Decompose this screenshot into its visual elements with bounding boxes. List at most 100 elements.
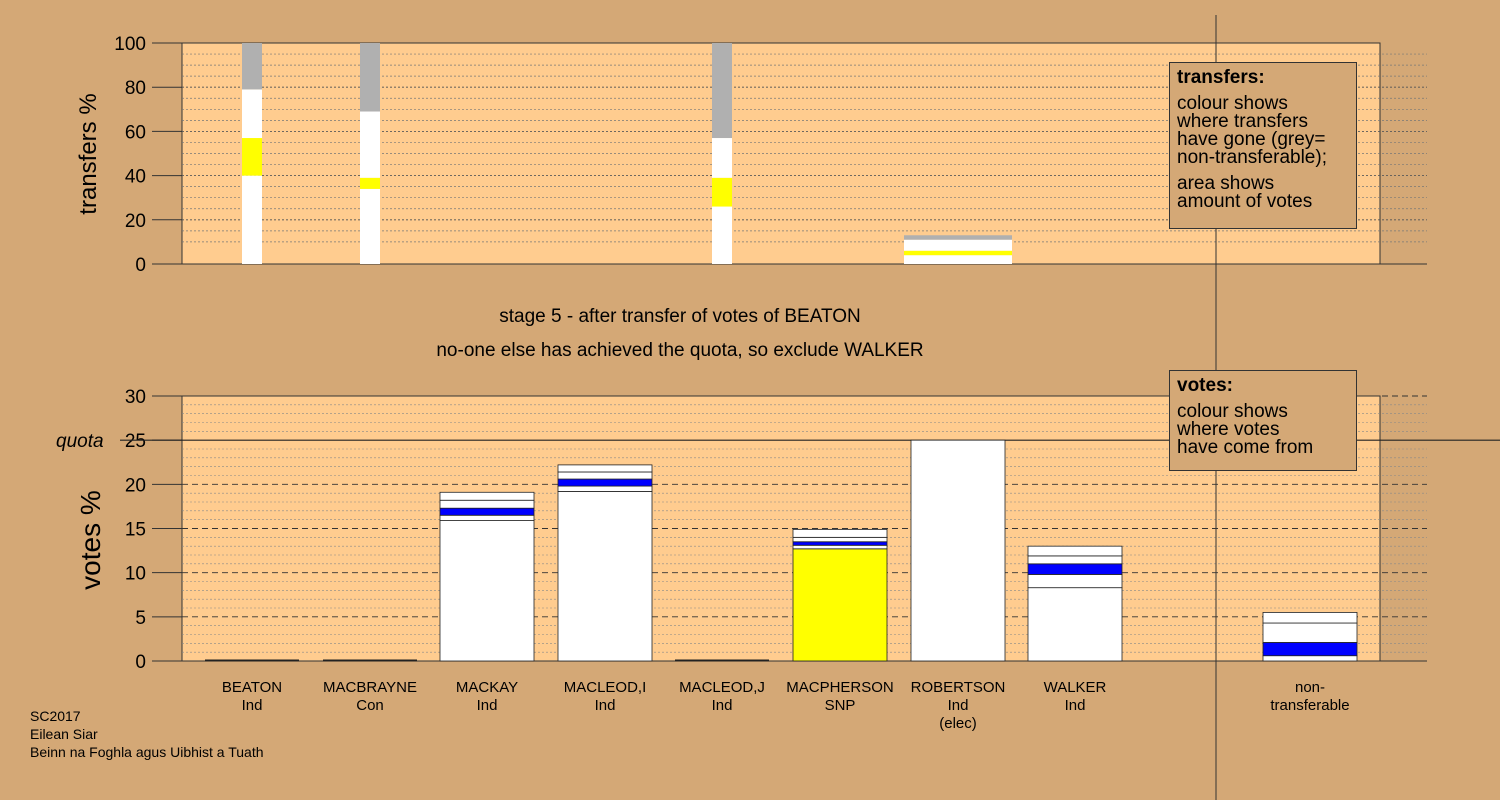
category-label-line: Con [356,697,384,714]
category-label-line: Ind [241,697,263,714]
vote-segment-macleod-i [557,490,653,662]
category-label-line: Ind [476,697,498,714]
category-label-line: (elec) [939,715,977,732]
category-label-line: MACPHERSON [786,679,894,696]
category-label-mackay: MACKAY Ind [427,679,547,715]
category-label-line: Ind [594,697,616,714]
vote-segment-walker [1027,563,1123,575]
votes-tick-label: 0 [135,652,146,673]
transfer-segment-beaton [242,43,262,90]
vote-segment-macleod-i [557,471,653,480]
transfer-segment-macbrayne [360,43,380,112]
vote-segment-non-transferable [1262,642,1358,657]
vote-segment-macpherson [792,548,888,662]
transfers-legend-line: colour shows [1177,93,1288,114]
transfers-legend-line: have gone (grey= [1177,129,1326,150]
category-label-non-transferable: non-transferable [1250,679,1370,715]
transfers-axis-label: transfers % [75,93,102,214]
category-label-line: MACLEOD,J [679,679,765,696]
transfer-segment-macleod-j [712,43,732,139]
vote-segment-mackay [439,507,535,516]
transfer-segment-robertson [904,255,1012,264]
category-label-line: MACKAY [455,679,519,696]
transfers-legend-line: non-transferable); [1177,147,1327,168]
category-label-walker: WALKER Ind [1015,679,1135,715]
transfer-segment-macleod-j [712,177,732,207]
category-label-robertson: ROBERTSON Ind (elec) [898,679,1018,733]
vote-segment-macpherson [792,528,888,538]
vote-segment-robertson [910,439,1006,662]
transfers-legend-line: amount of votes [1177,191,1313,212]
vote-segment-macleod-i [557,464,653,473]
transfers-legend-title: transfers: [1177,67,1265,88]
category-label-line: BEATON [221,679,283,696]
transfers-legend: transfers: colour shows where transfers … [1169,62,1357,229]
votes-tick-label: 20 [125,475,146,496]
category-label-macpherson: MACPHERSON SNP [780,679,900,715]
vote-segment-non-transferable [1262,622,1358,643]
category-label-macleod-i: MACLEOD,I Ind [545,679,665,715]
votes-axis-label: votes % [75,490,106,590]
votes-legend-line: where votes [1177,419,1280,440]
exclusion-note: no-one else has achieved the quota, so e… [436,340,924,361]
vote-segment-mackay [439,520,535,662]
votes-tick-label: 5 [135,608,146,629]
transfer-segment-robertson [904,239,1012,251]
category-label-line: transferable [1270,697,1350,714]
category-label-line: ROBERTSON [910,679,1006,696]
transfer-segment-macbrayne [360,177,380,189]
category-label-line: Ind [711,697,733,714]
category-label-macbrayne: MACBRAYNE Con [310,679,430,715]
vote-segment-macpherson [792,536,888,543]
vote-segment-macpherson [792,544,888,550]
vote-segment-macpherson [792,541,888,546]
transfer-segment-macbrayne [360,111,380,178]
transfer-segment-macleod-j [712,206,732,264]
source-line: Beinn na Foghla agus Uibhist a Tuath [30,744,264,760]
vote-segment-walker [1027,587,1123,662]
category-label-line: MACBRAYNE [323,679,417,696]
category-label-beaton: BEATON Ind [192,679,312,715]
transfers-legend-line: where transfers [1177,111,1308,132]
stage-caption: stage 5 - after transfer of votes of BEA… [499,306,861,327]
transfers-legend-line: area shows [1177,173,1275,194]
category-label-line: Ind [947,697,969,714]
vote-segment-mackay [439,499,535,509]
vote-segment-mackay [439,514,535,521]
vote-segment-walker [1027,574,1123,589]
votes-legend-line: colour shows [1177,401,1288,422]
transfers-tick-label: 0 [135,255,146,276]
vote-segment-macleod-i [557,485,653,492]
source-line: SC2017 [30,708,81,724]
category-label-line: MACLEOD,I [563,679,647,696]
source-notes: SC2017 Eilean Siar Beinn na Foghla agus … [30,707,264,761]
category-label-line: non- [1294,679,1326,696]
votes-legend: votes: colour shows where votes have com… [1169,370,1357,471]
transfers-tick-label: 40 [125,167,146,188]
transfer-segment-beaton [242,89,262,139]
vote-segment-mackay [439,491,535,501]
vote-segment-walker [1027,555,1123,565]
transfer-segment-robertson [904,235,1012,240]
transfer-segment-beaton [242,138,262,176]
category-label-line: WALKER [1043,679,1107,696]
transfers-tick-label: 20 [125,211,146,232]
vote-segment-non-transferable [1262,612,1358,624]
transfer-segment-macbrayne [360,188,380,264]
transfers-tick-label: 60 [125,122,146,143]
votes-tick-label: 15 [125,520,146,541]
transfer-segment-robertson [904,250,1012,256]
transfers-tick-label: 80 [125,78,146,99]
category-label-macleod-j: MACLEOD,J Ind [662,679,782,715]
category-label-line: Ind [1064,697,1086,714]
quota-label: quota [56,431,104,452]
transfer-segment-macleod-j [712,138,732,178]
vote-segment-walker [1027,545,1123,557]
votes-tick-label: 25 [125,431,146,452]
vote-segment-non-transferable [1262,655,1358,662]
category-label-line: SNP [824,697,856,714]
votes-tick-label: 10 [125,564,146,585]
source-line: Eilean Siar [30,726,98,742]
votes-legend-title: votes: [1177,375,1233,396]
transfers-tick-label: 100 [114,34,146,55]
